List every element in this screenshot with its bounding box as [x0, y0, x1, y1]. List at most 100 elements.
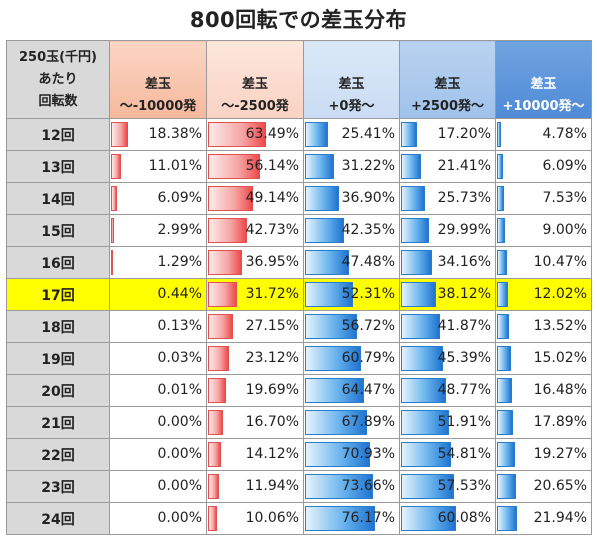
data-cell: 54.81% — [399, 438, 496, 471]
value-bar — [401, 154, 421, 179]
column-header-line2: ～-10000発 — [119, 99, 197, 114]
data-cell: 21.41% — [399, 150, 496, 183]
table-row: 17回 0.44% 31.72% 52.31% 38.12% 12.02% — [6, 278, 592, 311]
value-bar — [401, 474, 454, 499]
value-label: 0.03% — [157, 350, 202, 366]
table-row: 22回 0.00% 14.12% 70.93% 54.81% 19.27% — [6, 438, 592, 471]
column-header-line1: 差玉 — [241, 77, 268, 92]
value-bar — [305, 314, 358, 339]
value-label: 0.01% — [157, 382, 202, 398]
value-bar — [305, 378, 365, 403]
value-bar — [497, 218, 506, 243]
value-label: 23.12% — [245, 350, 299, 366]
table-row: 19回 0.03% 23.12% 60.79% 45.39% 15.02% — [6, 342, 592, 375]
value-bar — [497, 378, 513, 403]
value-bar — [208, 378, 227, 403]
column-header-line1: 差玉 — [530, 77, 557, 92]
value-bar — [497, 282, 509, 307]
value-bar — [305, 186, 339, 211]
value-bar — [497, 122, 502, 147]
value-label: 11.01% — [148, 158, 202, 174]
data-cell: 67.89% — [303, 406, 400, 439]
value-label: 42.35% — [341, 222, 395, 238]
data-cell: 0.00% — [109, 406, 207, 439]
value-bar — [497, 474, 516, 499]
column-header-line1: 差玉 — [144, 77, 171, 92]
row-header-line: 250玉(千円) — [18, 49, 98, 65]
value-bar — [497, 346, 511, 371]
column-header: 差玉 +2500発～ — [399, 40, 496, 119]
value-bar — [497, 154, 503, 179]
value-bar — [305, 442, 371, 467]
value-bar — [208, 186, 254, 211]
data-cell: 49.14% — [206, 182, 304, 215]
value-label: 56.14% — [245, 158, 299, 174]
data-cell: 45.39% — [399, 342, 496, 375]
value-bar — [208, 346, 230, 371]
value-label: 12.02% — [533, 286, 587, 302]
value-bar — [497, 250, 507, 275]
data-cell: 11.94% — [206, 470, 304, 503]
value-bar — [497, 314, 510, 339]
value-label: 15.02% — [533, 350, 587, 366]
value-bar — [401, 378, 446, 403]
value-label: 49.14% — [245, 190, 299, 206]
data-cell: 0.00% — [109, 438, 207, 471]
value-label: 11.94% — [245, 478, 299, 494]
data-cell: 57.53% — [399, 470, 496, 503]
data-cell: 41.87% — [399, 310, 496, 343]
data-cell: 70.93% — [303, 438, 400, 471]
value-label: 27.15% — [245, 318, 299, 334]
data-cell: 64.47% — [303, 374, 400, 407]
row-label: 24回 — [6, 502, 110, 535]
value-label: 47.48% — [341, 254, 395, 270]
data-cell: 4.78% — [495, 118, 592, 151]
value-bar — [208, 218, 248, 243]
row-header-line: あたり — [38, 71, 78, 87]
row-label: 20回 — [6, 374, 110, 407]
data-cell: 60.79% — [303, 342, 400, 375]
value-bar — [401, 346, 443, 371]
value-label: 51.91% — [437, 414, 491, 430]
value-label: 0.00% — [157, 478, 202, 494]
row-label: 15回 — [6, 214, 110, 247]
data-cell: 17.89% — [495, 406, 592, 439]
data-cell: 10.06% — [206, 502, 304, 535]
data-cell: 36.95% — [206, 246, 304, 279]
row-label: 22回 — [6, 438, 110, 471]
data-cell: 25.73% — [399, 182, 496, 215]
value-bar — [208, 122, 267, 147]
value-bar — [401, 282, 437, 307]
value-label: 38.12% — [437, 286, 491, 302]
value-bar — [208, 410, 224, 435]
row-label: 19回 — [6, 342, 110, 375]
data-cell: 27.15% — [206, 310, 304, 343]
value-label: 67.89% — [341, 414, 395, 430]
value-label: 34.16% — [437, 254, 491, 270]
data-cell: 52.31% — [303, 278, 400, 311]
row-label: 14回 — [6, 182, 110, 215]
data-cell: 47.48% — [303, 246, 400, 279]
table-row: 21回 0.00% 16.70% 67.89% 51.91% 17.89% — [6, 406, 592, 439]
value-label: 17.20% — [437, 126, 491, 142]
value-label: 31.72% — [245, 286, 299, 302]
value-bar — [305, 218, 344, 243]
table-row: 12回 18.38% 63.49% 25.41% 17.20% 4.78% — [6, 118, 592, 151]
data-cell: 34.16% — [399, 246, 496, 279]
value-label: 2.99% — [157, 222, 202, 238]
value-label: 76.17% — [341, 510, 395, 526]
table-row: 18回 0.13% 27.15% 56.72% 41.87% 13.52% — [6, 310, 592, 343]
data-cell: 42.35% — [303, 214, 400, 247]
value-bar — [305, 122, 329, 147]
data-cell: 73.66% — [303, 470, 400, 503]
value-label: 42.73% — [245, 222, 299, 238]
value-label: 6.09% — [157, 190, 202, 206]
data-cell: 0.44% — [109, 278, 207, 311]
value-label: 16.48% — [533, 382, 587, 398]
value-label: 48.77% — [437, 382, 491, 398]
value-label: 0.00% — [157, 414, 202, 430]
data-cell: 1.29% — [109, 246, 207, 279]
value-bar — [111, 154, 122, 179]
value-label: 31.22% — [341, 158, 395, 174]
value-label: 13.52% — [533, 318, 587, 334]
